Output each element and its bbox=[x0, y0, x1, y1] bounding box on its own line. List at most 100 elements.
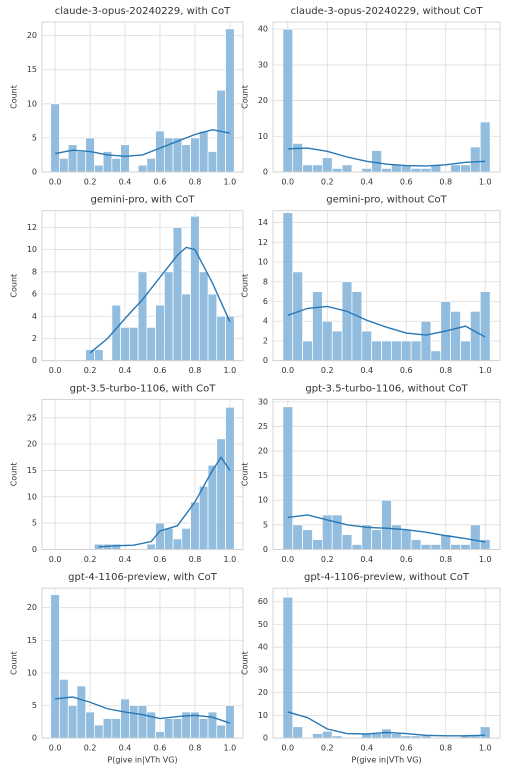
y-tick-label: 20 bbox=[258, 688, 268, 697]
bar bbox=[181, 144, 191, 173]
bar bbox=[331, 514, 343, 550]
bar bbox=[94, 164, 104, 173]
bar bbox=[76, 685, 87, 739]
x-tick-label: 0.4 bbox=[119, 366, 132, 375]
y-tick-label: 4 bbox=[32, 312, 37, 321]
x-tick-label: 0.0 bbox=[49, 366, 62, 375]
subplot-title: claude-3-opus-20240229, with CoT bbox=[55, 6, 231, 17]
x-tick-label: 0.0 bbox=[281, 744, 294, 753]
y-tick-label: 10 bbox=[258, 132, 268, 141]
x-tick-label: 0.2 bbox=[84, 744, 97, 753]
bar bbox=[111, 158, 122, 173]
bar bbox=[172, 538, 183, 550]
bar bbox=[430, 544, 442, 550]
bar bbox=[331, 330, 343, 362]
y-tick-label: 2 bbox=[263, 336, 268, 345]
bar bbox=[282, 406, 294, 550]
x-tick-label: 1.0 bbox=[479, 555, 492, 564]
bar bbox=[181, 293, 191, 362]
y-tick-label: 0 bbox=[32, 545, 37, 554]
x-tick-label: 0.2 bbox=[321, 744, 334, 753]
y-tick-label: 25 bbox=[258, 422, 268, 431]
bar bbox=[207, 464, 218, 550]
y-tick-label: 0 bbox=[263, 734, 268, 743]
y-tick-label: 10 bbox=[258, 711, 268, 720]
subplot-title: gpt-3.5-turbo-1106, without CoT bbox=[305, 383, 468, 394]
bar bbox=[302, 529, 313, 550]
y-tick-label: 10 bbox=[27, 99, 37, 108]
y-tick-label: 4 bbox=[263, 317, 268, 326]
bar bbox=[440, 534, 452, 550]
x-tick-label: 0.8 bbox=[189, 555, 202, 564]
y-tick-label: 30 bbox=[258, 397, 268, 406]
subplot-title: gemini-pro, without CoT bbox=[326, 195, 447, 206]
bar bbox=[331, 168, 343, 173]
subplot: claude-3-opus-20240229, without CoT 0 10 20… bbox=[241, 6, 501, 187]
bar bbox=[420, 320, 432, 362]
axes-frame bbox=[272, 210, 501, 362]
x-tick-label: 0.0 bbox=[49, 178, 62, 187]
y-axis-label: Count bbox=[10, 651, 19, 675]
x-tick-label: 0.8 bbox=[189, 366, 202, 375]
kde-line bbox=[287, 711, 486, 737]
x-tick-label: 0.8 bbox=[439, 178, 452, 187]
y-axis-label: Count bbox=[10, 274, 19, 298]
bar bbox=[371, 529, 382, 550]
bar bbox=[76, 151, 87, 173]
y-tick-label: 20 bbox=[27, 31, 37, 40]
bar bbox=[292, 524, 303, 550]
y-tick-label: 6 bbox=[263, 297, 268, 306]
bar bbox=[207, 711, 218, 739]
y-tick-label: 20 bbox=[258, 447, 268, 456]
bar bbox=[198, 130, 209, 173]
x-tick-label: 0.8 bbox=[189, 178, 202, 187]
bar bbox=[129, 327, 139, 362]
x-tick-label: 0.0 bbox=[49, 744, 62, 753]
subplot: gemini-pro, without CoT 0 2 4 6 8 10 12 14 0.0 0.2… bbox=[241, 195, 501, 375]
x-tick-label: 0.0 bbox=[281, 555, 294, 564]
kde-line bbox=[98, 456, 231, 548]
subplot-title: gpt-4-1106-preview, without CoT bbox=[304, 572, 470, 583]
bar bbox=[410, 539, 422, 550]
y-tick-label: 40 bbox=[258, 25, 268, 34]
y-tick-label: 15 bbox=[258, 471, 268, 480]
x-tick-label: 1.0 bbox=[224, 366, 237, 375]
x-tick-label: 0.6 bbox=[154, 366, 167, 375]
bar bbox=[470, 524, 481, 550]
y-axis-label: Count bbox=[241, 651, 250, 675]
y-tick-label: 0 bbox=[263, 545, 268, 554]
bar bbox=[120, 327, 130, 362]
bar bbox=[198, 271, 209, 362]
bar bbox=[67, 144, 78, 173]
bar bbox=[198, 485, 209, 550]
bar bbox=[59, 158, 69, 173]
bar bbox=[292, 271, 303, 362]
bar bbox=[120, 144, 130, 173]
y-tick-label: 15 bbox=[27, 65, 37, 74]
y-tick-label: 50 bbox=[258, 620, 268, 629]
bar bbox=[400, 529, 412, 550]
bar bbox=[381, 499, 392, 550]
y-tick-label: 14 bbox=[258, 218, 268, 227]
subplot-title: gpt-3.5-turbo-1106, with CoT bbox=[70, 383, 217, 394]
axes-frame bbox=[41, 398, 244, 550]
y-tick-label: 8 bbox=[263, 277, 268, 286]
bar bbox=[190, 501, 200, 550]
bar bbox=[361, 330, 373, 362]
y-tick-label: 20 bbox=[258, 96, 268, 105]
bar bbox=[129, 705, 139, 739]
bar bbox=[450, 311, 461, 362]
kde-line bbox=[55, 696, 231, 724]
x-tick-label: 0.4 bbox=[360, 178, 373, 187]
x-tick-label: 0.8 bbox=[189, 744, 202, 753]
y-tick-label: 5 bbox=[263, 520, 268, 529]
axes-frame bbox=[272, 587, 501, 739]
y-tick-label: 5 bbox=[32, 519, 37, 528]
x-tick-label: 0.4 bbox=[119, 178, 132, 187]
x-tick-label: 0.8 bbox=[439, 555, 452, 564]
y-tick-label: 40 bbox=[258, 643, 268, 652]
bar bbox=[50, 594, 60, 739]
x-tick-label: 0.2 bbox=[84, 555, 97, 564]
x-tick-label: 0.4 bbox=[119, 744, 132, 753]
bar bbox=[94, 349, 104, 362]
